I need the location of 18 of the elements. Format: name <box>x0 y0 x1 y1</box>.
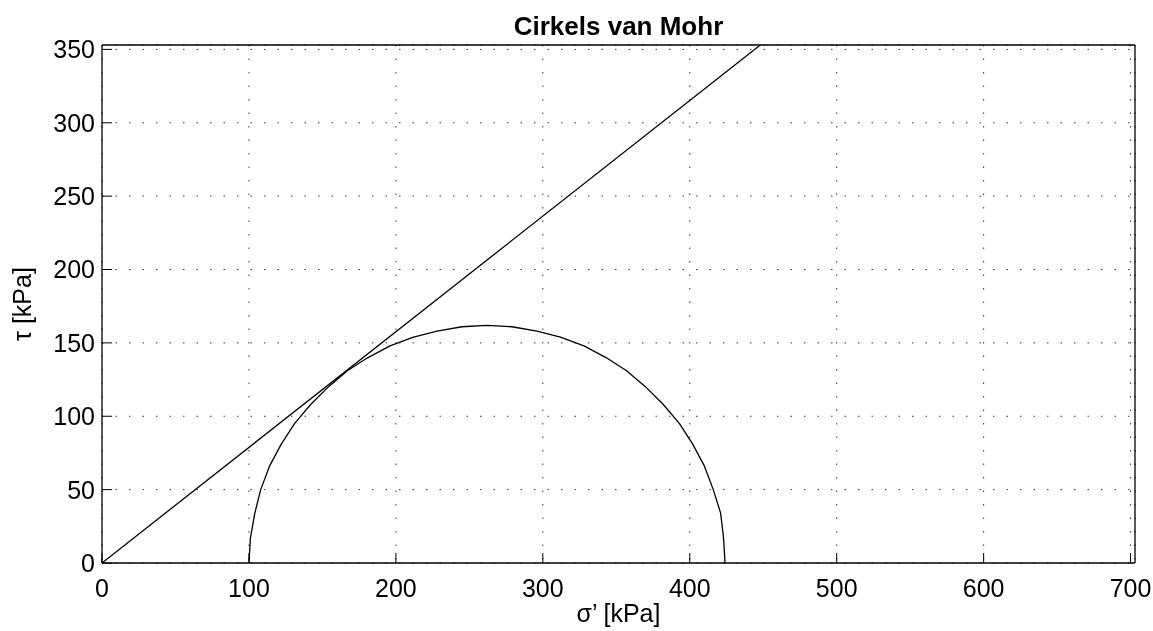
y-axis-title: τ [kPa] <box>7 267 36 341</box>
y-tick-label: 150 <box>53 328 95 357</box>
x-axis-title: σ’ [kPa] <box>576 599 661 627</box>
x-tick-label: 100 <box>228 573 270 602</box>
x-tick-label: 400 <box>668 573 711 602</box>
y-tick-label: 50 <box>67 475 95 504</box>
x-tick-label: 200 <box>375 573 417 602</box>
chart-title: Cirkels van Mohr <box>513 11 724 41</box>
x-tick-label: 300 <box>521 573 564 602</box>
y-tick-label: 100 <box>53 402 95 431</box>
x-tick-label: 700 <box>1109 573 1152 602</box>
y-tick-label: 300 <box>53 108 95 137</box>
y-tick-label: 250 <box>53 182 95 211</box>
y-tick-label: 350 <box>53 35 95 64</box>
y-tick-label: 0 <box>81 548 95 577</box>
x-tick-label: 600 <box>962 573 1005 602</box>
y-tick-label: 200 <box>53 255 95 284</box>
x-tick-label: 500 <box>815 573 858 602</box>
